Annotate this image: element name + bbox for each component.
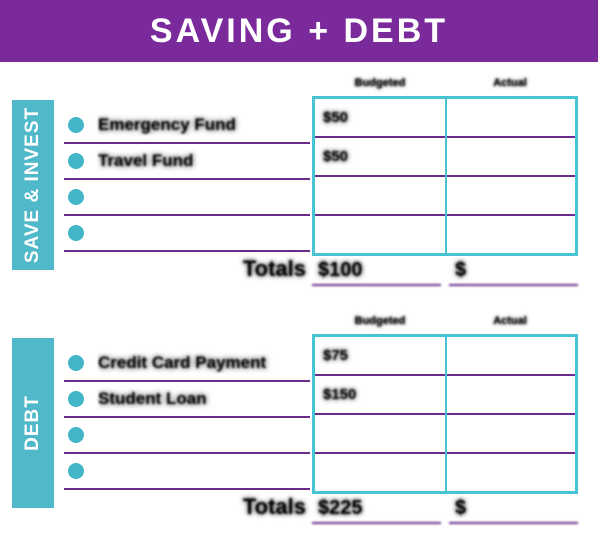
line-item: Travel Fund xyxy=(64,144,310,180)
line-item xyxy=(64,180,310,216)
grid-row: $50 xyxy=(315,99,575,138)
banner-title: SAVING + DEBT xyxy=(150,12,448,51)
grid-row xyxy=(315,216,575,253)
bullet-icon xyxy=(68,427,84,443)
line-item xyxy=(64,454,310,490)
section-tab-save: SAVE & INVEST xyxy=(12,100,54,270)
cell-actual xyxy=(445,415,575,452)
grid-row: $150 xyxy=(315,376,575,415)
section-tab-debt: DEBT xyxy=(12,338,54,508)
bullet-icon xyxy=(68,225,84,241)
cell-actual xyxy=(445,177,575,214)
total-budgeted: $100 xyxy=(312,256,441,286)
cell-actual xyxy=(445,138,575,175)
page-banner: SAVING + DEBT xyxy=(0,0,598,62)
cell-budgeted: $150 xyxy=(315,376,445,413)
col-header-budgeted: Budgeted xyxy=(315,315,445,333)
line-item-label: Credit Card Payment xyxy=(98,353,310,373)
cell-budgeted xyxy=(315,415,445,452)
line-items: Credit Card Payment Student Loan xyxy=(64,346,310,490)
grid-row xyxy=(315,415,575,454)
totals-label: Totals xyxy=(64,256,310,282)
cell-actual xyxy=(445,454,575,491)
cell-actual xyxy=(445,99,575,136)
bullet-icon xyxy=(68,463,84,479)
line-item-label: Travel Fund xyxy=(98,151,310,171)
bullet-icon xyxy=(68,391,84,407)
grid-header-row: Budgeted Actual xyxy=(315,315,575,333)
bullet-icon xyxy=(68,153,84,169)
cell-actual xyxy=(445,337,575,374)
line-items: Emergency Fund Travel Fund xyxy=(64,108,310,252)
line-item xyxy=(64,216,310,252)
grid-row: $50 xyxy=(315,138,575,177)
line-item-label: Student Loan xyxy=(98,389,310,409)
col-header-budgeted: Budgeted xyxy=(315,77,445,95)
col-header-actual: Actual xyxy=(445,77,575,95)
line-item: Emergency Fund xyxy=(64,108,310,144)
grid-row: $75 xyxy=(315,337,575,376)
totals-values: $100 $ xyxy=(312,256,578,286)
amount-grid: Budgeted Actual $50 $50 xyxy=(312,96,578,256)
total-actual: $ xyxy=(449,256,578,286)
total-actual: $ xyxy=(449,494,578,524)
grid-row xyxy=(315,177,575,216)
line-item: Credit Card Payment xyxy=(64,346,310,382)
section-debt: DEBT Credit Card Payment Student Loan To… xyxy=(0,318,598,538)
cell-budgeted: $50 xyxy=(315,99,445,136)
bullet-icon xyxy=(68,189,84,205)
line-item-label: Emergency Fund xyxy=(98,115,310,135)
total-budgeted: $225 xyxy=(312,494,441,524)
cell-budgeted: $50 xyxy=(315,138,445,175)
line-item: Student Loan xyxy=(64,382,310,418)
totals-label: Totals xyxy=(64,494,310,520)
line-item xyxy=(64,418,310,454)
cell-budgeted xyxy=(315,454,445,491)
cell-actual xyxy=(445,376,575,413)
section-save-invest: SAVE & INVEST Emergency Fund Travel Fund… xyxy=(0,80,598,300)
grid-header-row: Budgeted Actual xyxy=(315,77,575,95)
grid-row xyxy=(315,454,575,491)
totals-values: $225 $ xyxy=(312,494,578,524)
cell-budgeted xyxy=(315,177,445,214)
cell-actual xyxy=(445,216,575,253)
bullet-icon xyxy=(68,117,84,133)
bullet-icon xyxy=(68,355,84,371)
cell-budgeted: $75 xyxy=(315,337,445,374)
cell-budgeted xyxy=(315,216,445,253)
section-tab-label: SAVE & INVEST xyxy=(22,107,44,263)
section-tab-label: DEBT xyxy=(22,395,44,451)
col-header-actual: Actual xyxy=(445,315,575,333)
amount-grid: Budgeted Actual $75 $150 xyxy=(312,334,578,494)
